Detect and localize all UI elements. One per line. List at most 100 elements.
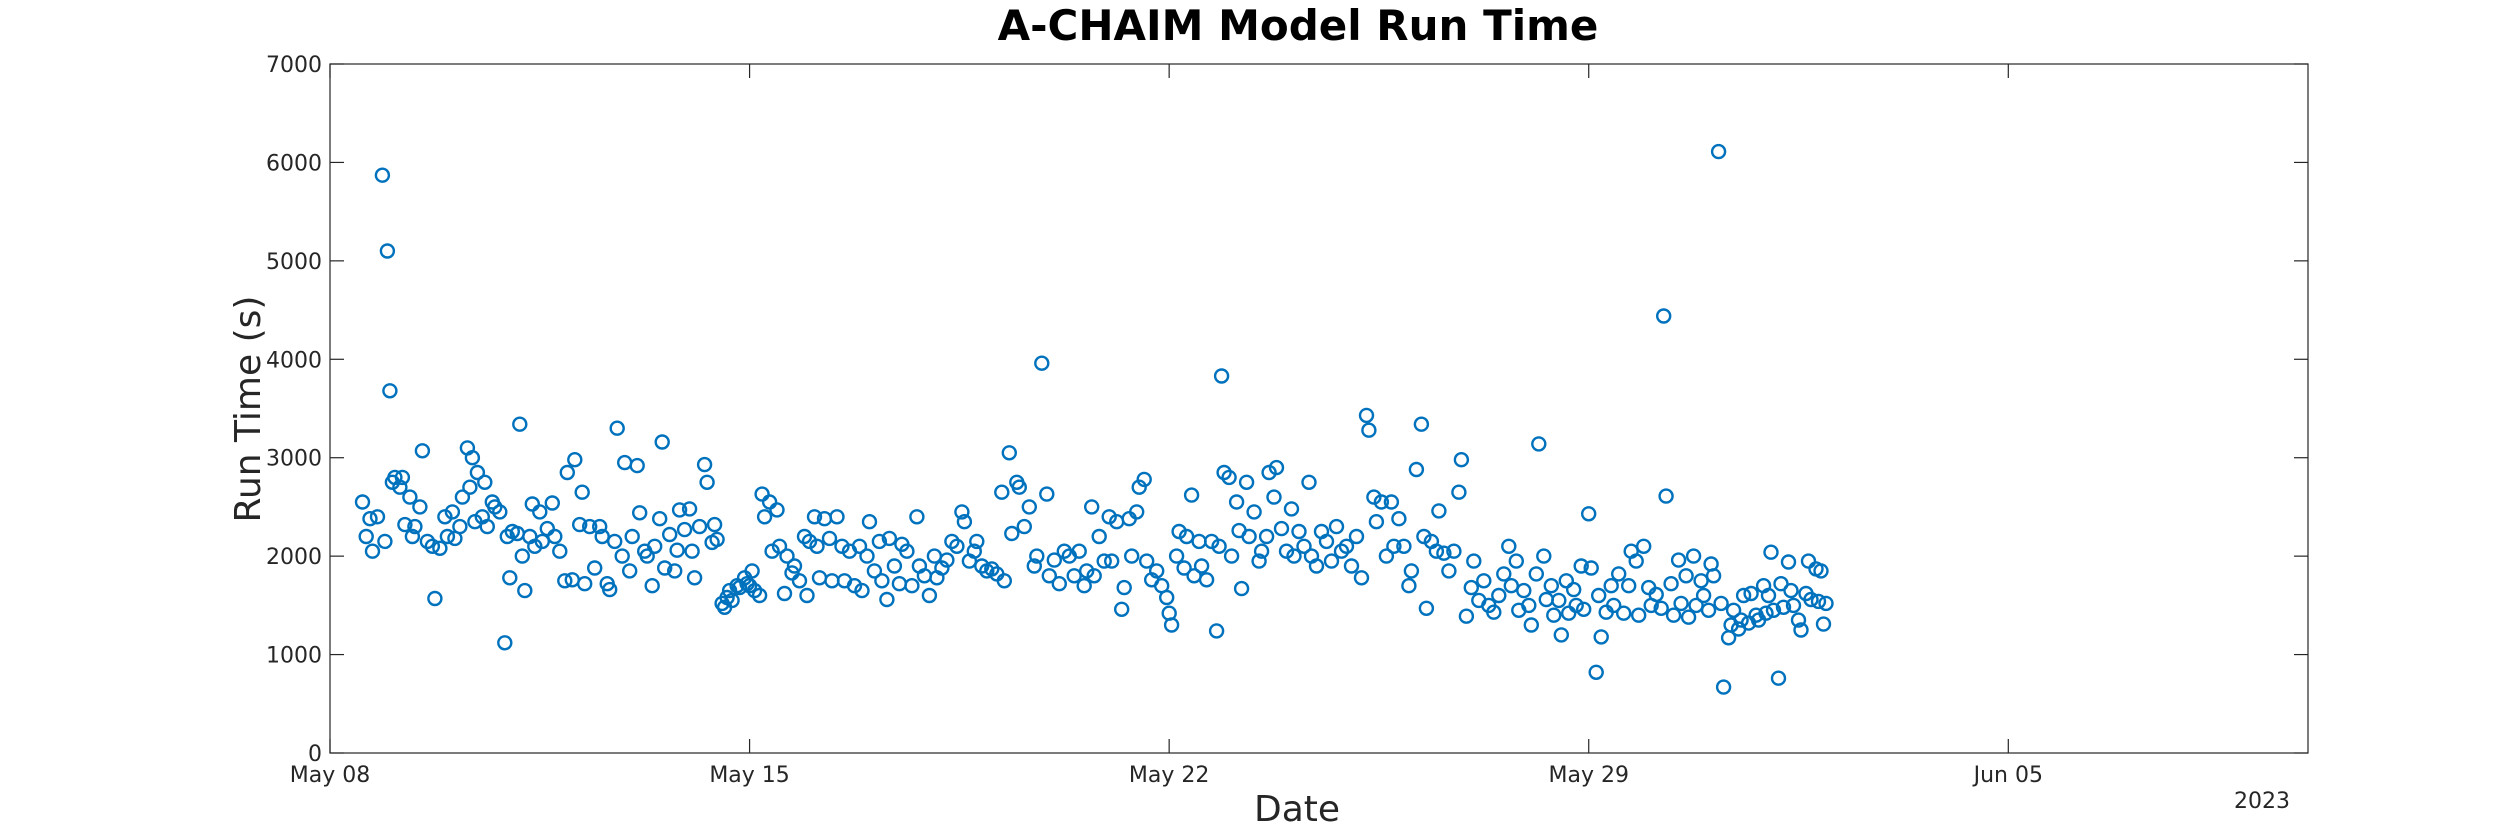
data-point: [851, 538, 868, 554]
data-point: [1521, 597, 1537, 614]
data-point: [1476, 573, 1492, 589]
data-point: [1178, 528, 1195, 545]
data-point: [502, 570, 518, 586]
data-point: [427, 590, 443, 607]
data-point: [956, 514, 973, 530]
data-point: [1001, 445, 1017, 461]
data-point: [1333, 543, 1350, 559]
data-point: [1238, 474, 1255, 490]
data-point: [881, 530, 898, 547]
data-point: [1131, 479, 1147, 495]
data-point: [1680, 609, 1697, 625]
data-point: [594, 528, 610, 545]
data-point: [1583, 560, 1599, 576]
data-point: [1213, 368, 1230, 384]
data-point: [1758, 605, 1774, 621]
data-point: [1605, 597, 1622, 614]
data-point: [1810, 593, 1827, 610]
data-point: [984, 561, 1000, 577]
data-point: [1343, 558, 1360, 574]
data-point: [639, 548, 655, 564]
data-point: [1491, 587, 1507, 604]
data-point: [1383, 494, 1400, 510]
data-point: [1663, 576, 1679, 592]
data-point: [602, 581, 618, 598]
data-point: [859, 548, 875, 564]
data-point: [934, 560, 950, 576]
data-point: [644, 578, 660, 594]
x-tick-label: May 08: [290, 763, 370, 788]
data-point: [994, 484, 1010, 500]
data-point: [1580, 506, 1597, 522]
data-point: [1528, 566, 1545, 582]
data-point: [1221, 469, 1237, 486]
x-tick-label: May 22: [1129, 763, 1209, 788]
data-point: [1353, 570, 1370, 586]
data-point: [1446, 543, 1462, 559]
data-points: [354, 143, 1834, 695]
data-point: [1148, 563, 1165, 579]
data-point: [379, 243, 396, 259]
data-point: [629, 457, 645, 474]
y-tick-label: 2000: [266, 545, 322, 570]
data-point: [497, 635, 513, 651]
data-point: [744, 563, 760, 579]
data-point: [1453, 452, 1470, 468]
data-point: [577, 576, 593, 592]
data-point: [1223, 548, 1240, 564]
data-point: [622, 563, 638, 579]
data-point: [559, 464, 575, 481]
data-point: [756, 509, 773, 525]
data-point: [1565, 581, 1582, 598]
data-point: [709, 531, 725, 548]
data-point: [544, 495, 560, 511]
data-point: [362, 511, 378, 527]
data-point: [1715, 679, 1732, 695]
data-point: [1138, 553, 1155, 569]
data-point: [1743, 585, 1759, 602]
data-point: [1066, 568, 1082, 584]
data-point: [1391, 511, 1407, 527]
data-point: [547, 528, 563, 545]
data-point: [1301, 474, 1317, 490]
data-point: [607, 533, 623, 550]
data-point: [1016, 518, 1033, 535]
data-point: [1283, 501, 1300, 517]
data-point: [1308, 558, 1325, 574]
data-point: [1501, 538, 1517, 554]
data-point: [1361, 422, 1377, 438]
x-axis: May 08 May 15 May 22 May 29 Jun 05: [290, 64, 2043, 788]
data-point: [724, 592, 740, 609]
data-point: [1463, 579, 1480, 596]
data-point: [1725, 602, 1742, 618]
data-point: [866, 563, 883, 579]
y-tick-label: 1000: [266, 644, 322, 669]
data-point: [949, 538, 965, 554]
data-point: [1176, 560, 1192, 576]
data-point: [944, 533, 960, 550]
data-point: [1136, 471, 1152, 488]
data-point: [706, 516, 723, 533]
data-point: [587, 560, 603, 576]
data-point: [1373, 494, 1390, 510]
data-point: [424, 538, 441, 554]
data-point: [1233, 580, 1250, 597]
data-point: [1568, 597, 1584, 614]
data-point: [444, 504, 461, 520]
data-point: [1628, 553, 1644, 569]
data-point: [654, 434, 670, 450]
data-point: [1039, 486, 1055, 502]
data-point: [1710, 143, 1727, 160]
data-point: [662, 526, 678, 543]
y-axis-label: Run Time (s): [228, 296, 269, 523]
data-point: [1655, 308, 1672, 324]
data-point: [879, 591, 895, 608]
data-point: [667, 563, 683, 579]
data-point: [1026, 558, 1043, 574]
data-point: [1763, 544, 1779, 560]
data-point: [1603, 578, 1619, 594]
data-point: [517, 582, 533, 599]
data-point: [1113, 601, 1130, 617]
